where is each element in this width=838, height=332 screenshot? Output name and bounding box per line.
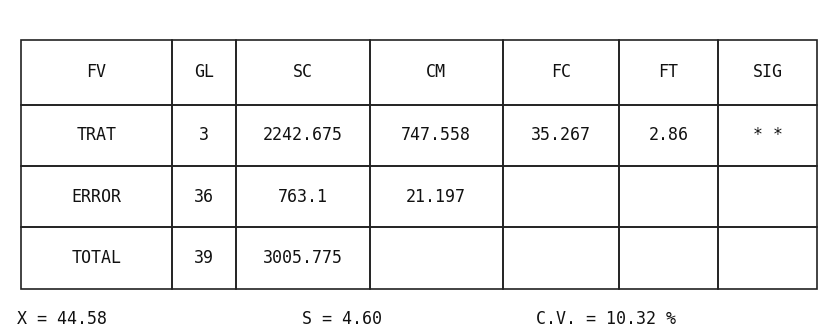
Text: FC: FC [551, 63, 571, 81]
Bar [236, 227, 370, 289]
Text: 2242.675: 2242.675 [263, 126, 343, 144]
Text: S = 4.60: S = 4.60 [302, 310, 381, 328]
Bar [718, 105, 817, 166]
Bar [236, 105, 370, 166]
Bar [21, 40, 172, 105]
Bar [21, 105, 172, 166]
Bar [172, 166, 236, 227]
Bar [503, 105, 619, 166]
Bar [619, 105, 718, 166]
Bar [370, 166, 503, 227]
Bar [370, 40, 503, 105]
Text: X = 44.58: X = 44.58 [17, 310, 106, 328]
Text: C.V. = 10.32 %: C.V. = 10.32 % [536, 310, 676, 328]
Bar [503, 227, 619, 289]
Text: * *: * * [753, 126, 783, 144]
Bar [619, 227, 718, 289]
Bar [718, 227, 817, 289]
Text: 763.1: 763.1 [278, 188, 328, 206]
Bar [370, 105, 503, 166]
Bar [172, 40, 236, 105]
Bar [718, 40, 817, 105]
Text: ERROR: ERROR [71, 188, 122, 206]
Text: 747.558: 747.558 [401, 126, 471, 144]
Bar [172, 105, 236, 166]
Text: GL: GL [194, 63, 214, 81]
Text: SIG: SIG [753, 63, 783, 81]
Bar [619, 166, 718, 227]
Text: CM: CM [427, 63, 446, 81]
Text: 2.86: 2.86 [649, 126, 689, 144]
Bar [21, 227, 172, 289]
Text: 35.267: 35.267 [531, 126, 591, 144]
Text: 21.197: 21.197 [406, 188, 466, 206]
Text: 3: 3 [199, 126, 209, 144]
Bar [503, 40, 619, 105]
Bar [370, 227, 503, 289]
Bar [619, 40, 718, 105]
Text: SC: SC [292, 63, 313, 81]
Text: TRAT: TRAT [76, 126, 116, 144]
Text: 3005.775: 3005.775 [263, 249, 343, 267]
Bar [718, 166, 817, 227]
Text: FT: FT [659, 63, 679, 81]
Bar [503, 166, 619, 227]
Text: FV: FV [86, 63, 106, 81]
Bar [172, 227, 236, 289]
Bar [236, 166, 370, 227]
Text: TOTAL: TOTAL [71, 249, 122, 267]
Bar [236, 40, 370, 105]
Text: 36: 36 [194, 188, 214, 206]
Bar [21, 166, 172, 227]
Text: 39: 39 [194, 249, 214, 267]
